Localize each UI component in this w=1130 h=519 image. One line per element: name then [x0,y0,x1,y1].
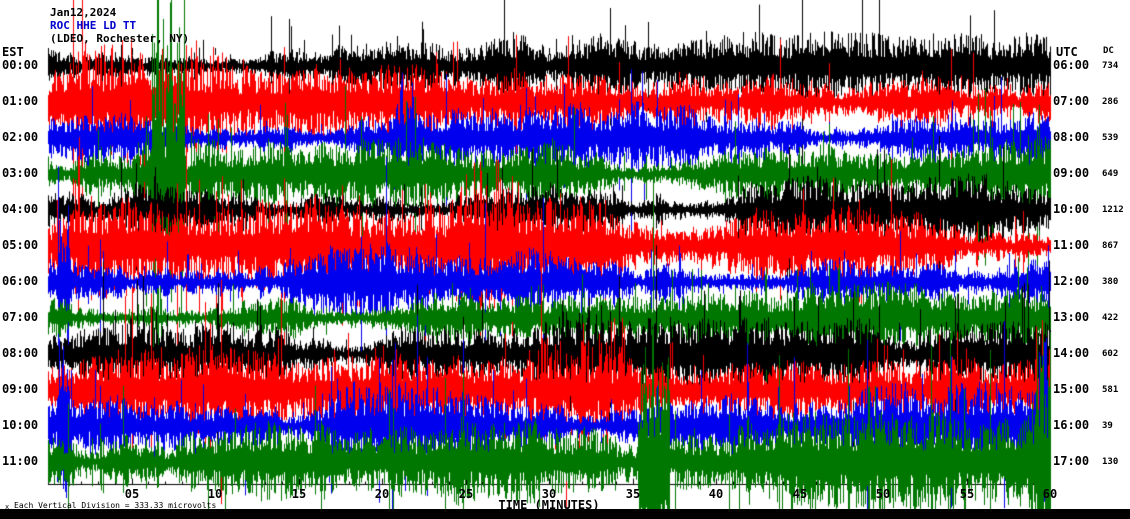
scale-marker: x [5,503,10,511]
dc-value: 380 [1102,277,1119,287]
x-tick-label: 25 [458,487,474,501]
scale-note: Each Vertical Division = 333.33 microvol… [14,501,217,510]
x-tick-label: 10 [207,487,223,501]
est-time-label: 01:00 [2,94,39,108]
dc-value: 1212 [1102,205,1124,215]
dc-value: 649 [1102,169,1119,179]
location-label: (LDEO, Rochester, NY) [50,32,190,45]
utc-axis-label: UTC [1056,45,1078,59]
utc-time-label: 12:00 [1053,274,1090,288]
utc-time-label: 06:00 [1053,58,1090,72]
x-tick-label: 35 [625,487,641,501]
x-tick-label: 40 [708,487,724,501]
dc-value: 130 [1102,457,1119,467]
dc-value: 539 [1102,133,1119,143]
utc-time-label: 16:00 [1053,418,1090,432]
utc-time-label: 10:00 [1053,202,1090,216]
x-tick-label: 20 [374,487,390,501]
date-label: Jan12,2024 [50,6,117,19]
dc-value: 867 [1102,241,1119,251]
x-tick-label: 60 [1042,487,1058,501]
est-time-label: 05:00 [2,238,39,252]
est-time-label: 07:00 [2,310,39,324]
utc-time-label: 07:00 [1053,94,1090,108]
dc-value: 422 [1102,313,1119,323]
x-tick-label: 15 [291,487,307,501]
dc-value: 602 [1102,349,1119,359]
dc-value: 581 [1102,385,1119,395]
utc-time-label: 15:00 [1053,382,1090,396]
est-time-label: 00:00 [2,58,39,72]
station-label: ROC HHE LD TT [50,19,137,32]
x-tick-label: 30 [541,487,557,501]
x-tick-label: 45 [792,487,808,501]
est-time-label: 09:00 [2,382,39,396]
bottom-bar [0,509,1130,519]
utc-time-label: 14:00 [1053,346,1090,360]
est-time-label: 06:00 [2,274,39,288]
dc-value: 286 [1102,97,1119,107]
dc-axis-label: DC [1103,46,1114,56]
est-time-label: 02:00 [2,130,39,144]
x-tick-label: 50 [875,487,891,501]
utc-time-label: 11:00 [1053,238,1090,252]
x-tick-label: 05 [124,487,140,501]
utc-time-label: 09:00 [1053,166,1090,180]
utc-time-label: 17:00 [1053,454,1090,468]
est-time-label: 11:00 [2,454,39,468]
est-time-label: 10:00 [2,418,39,432]
x-axis-title: TIME (MINUTES) [498,498,600,512]
est-time-label: 03:00 [2,166,39,180]
est-axis-label: EST [2,45,24,59]
est-time-label: 04:00 [2,202,39,216]
utc-time-label: 13:00 [1053,310,1090,324]
utc-time-label: 08:00 [1053,130,1090,144]
x-tick-label: 55 [959,487,975,501]
est-time-label: 08:00 [2,346,39,360]
dc-value: 734 [1102,61,1119,71]
dc-value: 39 [1102,421,1113,431]
